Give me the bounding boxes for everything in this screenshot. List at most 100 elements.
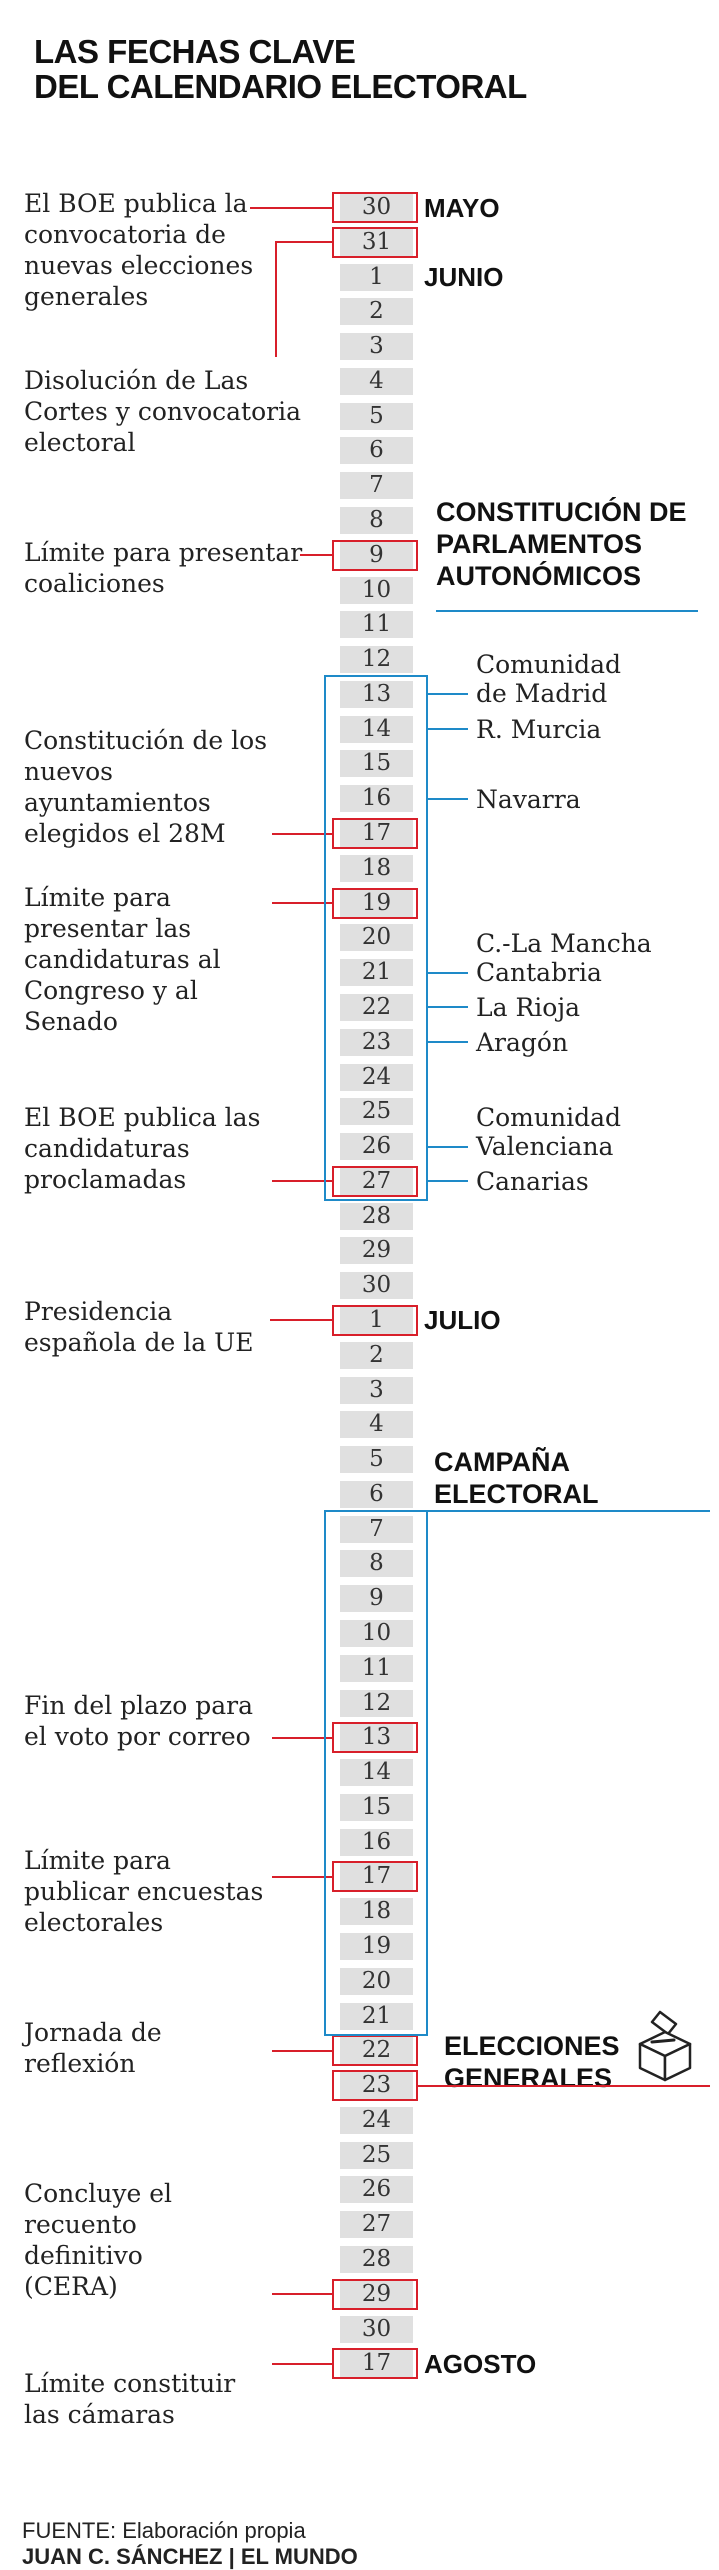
day-cell: 5 [340, 402, 413, 430]
day-cell: 22 [340, 2037, 413, 2065]
day-cell: 8 [340, 1550, 413, 1578]
day-cell: 24 [340, 1063, 413, 1091]
day-cell: 6 [340, 437, 413, 465]
region-tick [428, 1145, 468, 1148]
event-label: Disolución de Las Cortes y convocatoria … [24, 366, 302, 457]
day-cell: 28 [340, 1202, 413, 1230]
day-cell: 9 [340, 541, 413, 569]
section-label: ELECCIONES GENERALES [444, 2031, 620, 2093]
day-cell: 13 [340, 1724, 413, 1752]
day-cell: 1 [340, 1306, 413, 1334]
region-tick [428, 1006, 468, 1009]
day-cell: 7 [340, 1515, 413, 1543]
highlight-box [332, 2035, 418, 2067]
month-label: JUNIO [424, 262, 504, 293]
section-underline [428, 1509, 710, 1512]
day-cell: 6 [340, 1480, 413, 1508]
day-cell: 21 [340, 959, 413, 987]
region-tick [428, 728, 468, 731]
day-cell: 25 [340, 2141, 413, 2169]
day-cell: 17 [340, 1863, 413, 1891]
region-label: Canarias [476, 1167, 589, 1197]
region-label: Comunidad Valenciana [476, 1102, 621, 1161]
day-cell: 16 [340, 1828, 413, 1856]
day-cell: 30 [340, 194, 413, 221]
day-cell: 23 [340, 1028, 413, 1056]
day-cell: 27 [340, 2211, 413, 2239]
day-cell: 13 [340, 680, 413, 708]
region-tick [428, 1041, 468, 1044]
highlight-box [332, 818, 418, 850]
day-cell: 15 [340, 750, 413, 778]
day-cell: 26 [340, 1133, 413, 1161]
day-cell: 17 [340, 820, 413, 848]
highlight-box [332, 887, 418, 919]
day-cell: 27 [340, 1167, 413, 1195]
region-label: La Rioja [476, 993, 580, 1023]
day-cell: 8 [340, 507, 413, 535]
ballot-box-icon [638, 2010, 692, 2082]
source-note: FUENTE: Elaboración propia [22, 2518, 306, 2543]
day-cell: 2 [340, 1341, 413, 1369]
event-label: Límite constituir las cámaras [24, 2369, 236, 2429]
month-label: MAYO [424, 192, 500, 223]
day-cell: 16 [340, 785, 413, 813]
day-cell: 15 [340, 1793, 413, 1821]
title-line-2: DEL CALENDARIO ELECTORAL [34, 68, 527, 105]
day-cell: 12 [340, 1689, 413, 1717]
day-cell: 5 [340, 1446, 413, 1474]
day-cell: 11 [340, 1654, 413, 1682]
day-cell: 24 [340, 2106, 413, 2134]
highlight-box [332, 2278, 418, 2310]
day-cell: 30 [340, 1272, 413, 1300]
section-label: CONSTITUCIÓN DE PARLAMENTOS AUTONÓMICOS [436, 497, 687, 591]
region-label: Comunidad de Madrid [476, 650, 621, 709]
day-cell: 14 [340, 1759, 413, 1787]
day-cell: 19 [340, 1933, 413, 1960]
day-cell: 3 [340, 1376, 413, 1404]
highlight-box [332, 1722, 418, 1754]
connector-line [250, 206, 332, 209]
day-cell: 10 [340, 1619, 413, 1647]
day-cell: 20 [340, 1967, 413, 1995]
day-cell: 29 [340, 1237, 413, 1265]
connector-line [272, 1875, 332, 1878]
highlight-box [332, 2070, 418, 2102]
day-cell: 10 [340, 576, 413, 604]
day-cell: 21 [340, 2002, 413, 2030]
day-cell: 22 [340, 993, 413, 1021]
event-label: Límite para presentar las candidaturas a… [24, 883, 221, 1036]
region-tick [428, 797, 468, 800]
region-label: Aragón [476, 1028, 569, 1058]
region-tick [428, 971, 468, 974]
event-label: Límite para presentar coaliciones [24, 538, 303, 598]
day-cell: 28 [340, 2246, 413, 2274]
connector-line [272, 832, 332, 835]
event-label: El BOE publica la convocatoria de nuevas… [24, 189, 254, 311]
connector-line [276, 241, 332, 244]
region-tick [428, 1180, 468, 1183]
day-cell: 4 [340, 1411, 413, 1439]
region-label: C.-La Mancha Cantabria [476, 928, 652, 987]
connector-line [272, 2362, 332, 2365]
day-cell: 4 [340, 367, 413, 395]
highlight-box [332, 1304, 418, 1336]
page-title: LAS FECHAS CLAVE DEL CALENDARIO ELECTORA… [34, 34, 694, 104]
region-label: R. Murcia [476, 715, 602, 745]
highlight-box [332, 1861, 418, 1893]
day-cell: 26 [340, 2176, 413, 2204]
day-cell: 23 [340, 2072, 413, 2100]
section-label: CAMPAÑA ELECTORAL [434, 1447, 599, 1509]
connector-line [272, 902, 332, 905]
highlight-box [332, 2348, 418, 2380]
bracket-box [324, 1509, 428, 2036]
connector-line [270, 1319, 332, 1322]
highlight-box [332, 192, 418, 223]
day-cell: 29 [340, 2280, 413, 2308]
highlight-box [332, 1165, 418, 1197]
day-cell: 30 [340, 2315, 413, 2343]
connector-line [275, 241, 277, 357]
event-label: Límite para publicar encuestas electoral… [24, 1846, 264, 1937]
connector-line [418, 2084, 710, 2087]
event-label: Presidencia española de la UE [24, 1297, 254, 1357]
